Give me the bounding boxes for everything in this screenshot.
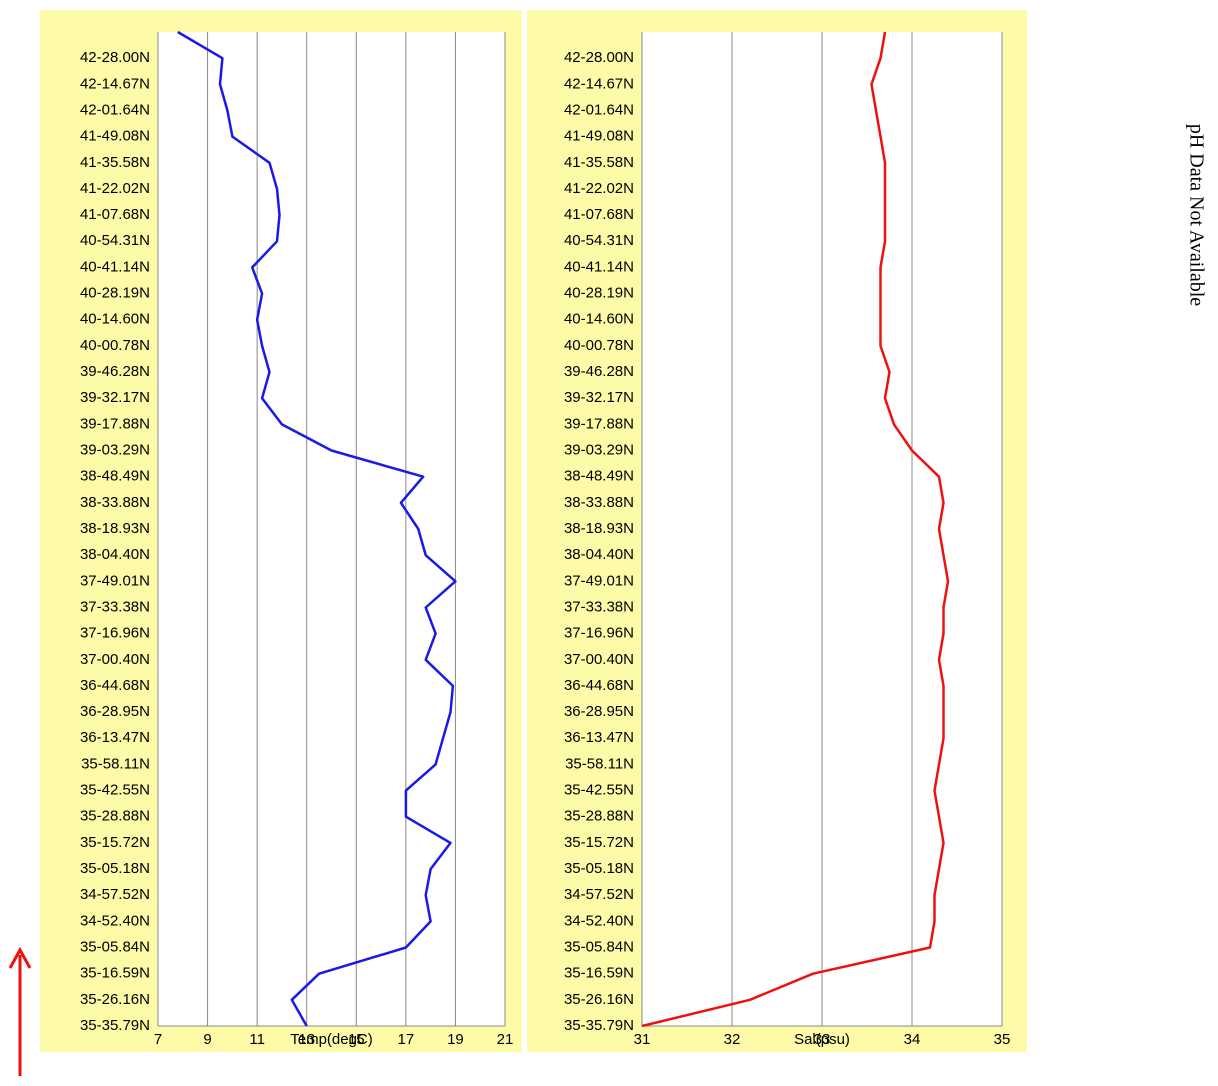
y-tick-label: 40-28.19N <box>80 285 150 302</box>
y-tick-label: 37-16.96N <box>80 625 150 642</box>
y-tick-label: 41-49.08N <box>80 128 150 145</box>
x-tick-label: 17 <box>398 1031 415 1048</box>
x-tick-label: 7 <box>154 1031 162 1048</box>
y-tick-label: 35-58.11N <box>565 755 634 772</box>
y-tick-label: 35-26.16N <box>564 991 634 1008</box>
y-tick-label: 41-07.68N <box>564 206 634 223</box>
y-tick-label: 35-05.18N <box>80 860 150 877</box>
data-line <box>641 31 950 1028</box>
y-tick-label: 35-05.84N <box>80 938 150 955</box>
y-tick-label: 36-44.68N <box>564 677 634 694</box>
y-tick-label: 37-33.38N <box>564 598 634 615</box>
y-tick-label: 42-14.67N <box>80 75 150 92</box>
y-tick-label: 35-15.72N <box>80 834 150 851</box>
y-tick-label: 38-33.88N <box>80 494 150 511</box>
y-tick-label: 38-48.49N <box>80 468 150 485</box>
y-tick-label: 35-05.18N <box>564 860 634 877</box>
y-tick-label: 42-14.67N <box>564 75 634 92</box>
y-tick-label: 40-28.19N <box>564 285 634 302</box>
y-tick-label: 40-54.31N <box>564 232 634 249</box>
y-tick-label: 37-49.01N <box>80 572 150 589</box>
y-tick-label: 41-35.58N <box>564 154 634 171</box>
y-tick-label: 42-28.00N <box>80 49 150 66</box>
y-tick-label: 35-35.79N <box>80 1017 150 1034</box>
y-tick-label: 34-52.40N <box>80 912 150 929</box>
y-tick-label: 38-48.49N <box>564 468 634 485</box>
x-tick-label: 13 <box>298 1031 315 1048</box>
y-tick-label: 37-00.40N <box>564 651 634 668</box>
y-tick-label: 36-28.95N <box>80 703 150 720</box>
y-tick-label: 34-52.40N <box>564 912 634 929</box>
y-tick-label: 34-57.52N <box>564 886 634 903</box>
data-line <box>177 30 457 1027</box>
y-tick-label: 40-41.14N <box>564 258 634 275</box>
x-tick-label: 19 <box>447 1031 464 1048</box>
arrow-head <box>8 946 32 969</box>
y-tick-label: 42-01.64N <box>80 101 150 118</box>
y-tick-label: 35-26.16N <box>80 991 150 1008</box>
y-tick-label: 41-22.02N <box>80 180 150 197</box>
y-tick-label: 39-17.88N <box>564 415 634 432</box>
x-tick-label: 11 <box>249 1031 265 1048</box>
y-tick-label: 35-35.79N <box>564 1017 634 1034</box>
x-tick-label: 33 <box>814 1031 831 1048</box>
x-tick-label: 35 <box>994 1031 1011 1048</box>
y-tick-label: 40-54.31N <box>80 232 150 249</box>
y-tick-label: 36-44.68N <box>80 677 150 694</box>
y-tick-label: 35-05.84N <box>564 938 634 955</box>
y-tick-label: 35-42.55N <box>564 782 634 799</box>
y-tick-label: 37-49.01N <box>564 572 634 589</box>
y-tick-label: 40-00.78N <box>80 337 150 354</box>
y-tick-label: 38-33.88N <box>564 494 634 511</box>
y-tick-label: 39-46.28N <box>564 363 634 380</box>
y-tick-label: 39-46.28N <box>80 363 150 380</box>
y-tick-label: 42-28.00N <box>564 49 634 66</box>
y-tick-label: 39-32.17N <box>564 389 634 406</box>
y-tick-label: 35-28.88N <box>80 808 150 825</box>
y-tick-label: 37-00.40N <box>80 651 150 668</box>
x-tick-label: 32 <box>724 1031 741 1048</box>
y-tick-label: 37-33.38N <box>80 598 150 615</box>
y-tick-label: 41-07.68N <box>80 206 150 223</box>
y-tick-label: 41-35.58N <box>80 154 150 171</box>
x-axis-title: Temp(degC) <box>290 1031 373 1048</box>
y-tick-label: 36-13.47N <box>80 729 150 746</box>
y-tick-label: 34-57.52N <box>80 886 150 903</box>
y-tick-label: 38-18.93N <box>564 520 634 537</box>
y-tick-label: 36-28.95N <box>564 703 634 720</box>
x-tick-label: 34 <box>904 1031 921 1048</box>
y-tick-label: 35-28.88N <box>564 808 634 825</box>
y-tick-label: 42-01.64N <box>564 101 634 118</box>
x-tick-label: 15 <box>348 1031 365 1048</box>
x-axis-title: Sal(psu) <box>794 1031 850 1048</box>
y-tick-label: 39-32.17N <box>80 389 150 406</box>
y-tick-label: 37-16.96N <box>564 625 634 642</box>
y-tick-label: 35-15.72N <box>564 834 634 851</box>
y-tick-label: 39-17.88N <box>80 415 150 432</box>
y-tick-label: 39-03.29N <box>80 441 150 458</box>
x-tick-label: 21 <box>497 1031 514 1048</box>
x-tick-label: 31 <box>634 1031 651 1048</box>
y-tick-label: 38-18.93N <box>80 520 150 537</box>
y-tick-label: 36-13.47N <box>564 729 634 746</box>
y-tick-label: 39-03.29N <box>564 441 634 458</box>
y-tick-label: 35-16.59N <box>564 965 634 982</box>
plot-area <box>158 32 505 1026</box>
y-tick-label: 40-41.14N <box>80 258 150 275</box>
y-tick-label: 41-49.08N <box>564 128 634 145</box>
y-tick-label: 40-14.60N <box>80 311 150 328</box>
y-tick-label: 40-00.78N <box>564 337 634 354</box>
y-tick-label: 40-14.60N <box>564 311 634 328</box>
y-tick-label: 38-04.40N <box>564 546 634 563</box>
x-tick-label: 9 <box>203 1031 211 1048</box>
y-tick-label: 35-16.59N <box>80 965 150 982</box>
y-tick-label: 35-42.55N <box>80 782 150 799</box>
y-tick-label: 38-04.40N <box>80 546 150 563</box>
y-tick-label: 41-22.02N <box>564 180 634 197</box>
side-note: pH Data Not Available <box>1185 124 1207 306</box>
y-tick-label: 35-58.11N <box>81 755 150 772</box>
